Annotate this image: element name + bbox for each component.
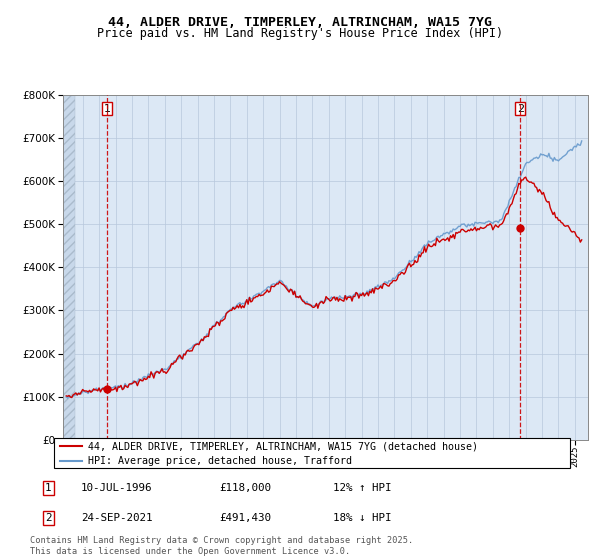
Text: Price paid vs. HM Land Registry's House Price Index (HPI): Price paid vs. HM Land Registry's House … [97, 27, 503, 40]
Text: 10-JUL-1996: 10-JUL-1996 [81, 483, 152, 493]
Text: 44, ALDER DRIVE, TIMPERLEY, ALTRINCHAM, WA15 7YG (detached house): 44, ALDER DRIVE, TIMPERLEY, ALTRINCHAM, … [88, 441, 478, 451]
Text: £118,000: £118,000 [219, 483, 271, 493]
Text: £491,430: £491,430 [219, 513, 271, 523]
Text: 2: 2 [45, 513, 52, 523]
Text: 24-SEP-2021: 24-SEP-2021 [81, 513, 152, 523]
Text: 1: 1 [104, 104, 111, 114]
FancyBboxPatch shape [54, 438, 570, 468]
Text: HPI: Average price, detached house, Trafford: HPI: Average price, detached house, Traf… [88, 456, 352, 466]
Text: 18% ↓ HPI: 18% ↓ HPI [333, 513, 392, 523]
Text: Contains HM Land Registry data © Crown copyright and database right 2025.
This d: Contains HM Land Registry data © Crown c… [30, 536, 413, 556]
Text: 12% ↑ HPI: 12% ↑ HPI [333, 483, 392, 493]
Text: 2: 2 [517, 104, 524, 114]
Text: 44, ALDER DRIVE, TIMPERLEY, ALTRINCHAM, WA15 7YG: 44, ALDER DRIVE, TIMPERLEY, ALTRINCHAM, … [108, 16, 492, 29]
Text: 1: 1 [45, 483, 52, 493]
